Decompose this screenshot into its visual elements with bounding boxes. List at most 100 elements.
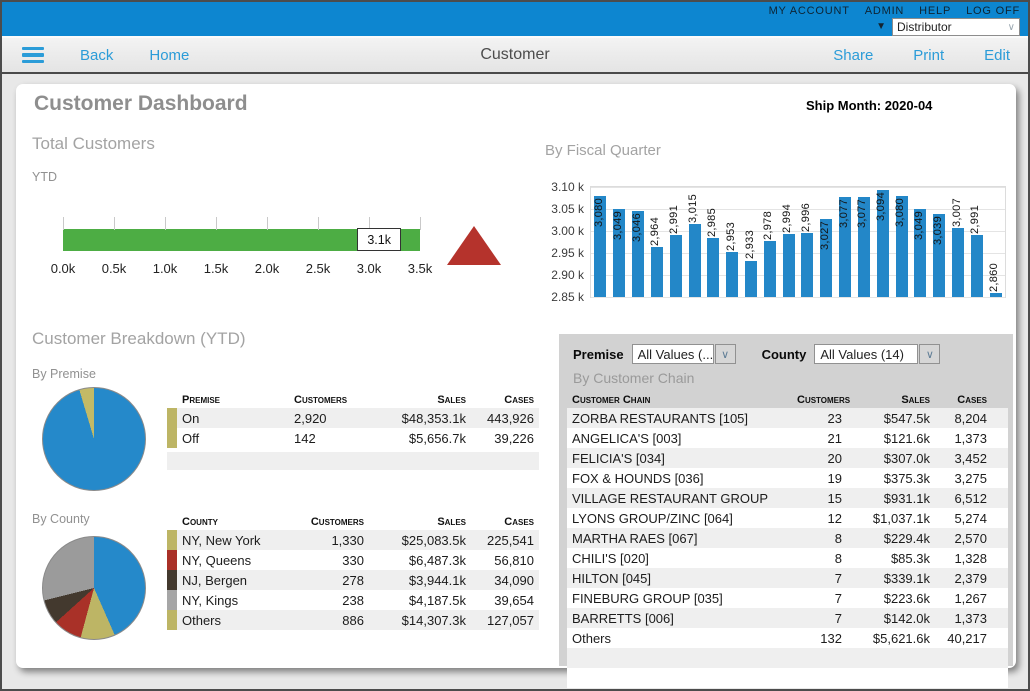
breakdown-heading: Customer Breakdown (YTD) (32, 329, 246, 348)
fq-gridline (591, 231, 1005, 232)
fq-bar[interactable] (632, 210, 644, 297)
total-customers-gauge: 3.1k 0.0k 0.5k 1.0k 1.5k 2.0k 2.5k 3.0k 3.5k (51, 217, 432, 279)
table-cell: 19 (827, 470, 842, 486)
table-cell: NY, Queens (182, 552, 252, 568)
fq-gridline (591, 187, 1005, 188)
county-filter-select[interactable]: All Values (14) (814, 344, 919, 364)
fq-bar[interactable] (745, 260, 757, 297)
fq-bar[interactable] (782, 233, 795, 297)
fq-bar[interactable] (801, 232, 814, 297)
table-row[interactable]: FELICIA'S [034] 20 $307.0k 3,452 (567, 448, 1008, 468)
table-row[interactable]: NJ, Bergen 278 $3,944.1k 34,090 (167, 570, 539, 590)
back-button[interactable]: Back (80, 46, 114, 64)
table-cell: $4,187.5k (408, 592, 466, 608)
table-cell: 8 (834, 550, 842, 566)
table-row[interactable]: On 2,920 $48,353.1k 443,926 (167, 408, 539, 428)
fq-bar[interactable] (933, 213, 946, 297)
table-cell: 1,330 (331, 532, 364, 548)
customer-chain-panel: Premise All Values (... ∨ County All Val… (559, 334, 1013, 688)
table-cell: $339.1k (883, 570, 930, 586)
table-cell: 330 (342, 552, 364, 568)
print-button[interactable]: Print (913, 46, 945, 64)
column-header-customers: Customers (797, 394, 851, 406)
fq-bar[interactable] (895, 195, 908, 297)
premise-filter-dropdown-button[interactable]: ∨ (714, 344, 736, 364)
distributor-select[interactable]: Distributor ∨ (892, 18, 1020, 36)
topbar-link-log-off[interactable]: LOG OFF (966, 5, 1020, 17)
row-color-swatch (167, 570, 177, 590)
fiscal-quarter-chart: 3.10 k 3.05 k 3.00 k 2.95 k 2.90 k 2.85 k 3,08… (551, 180, 1006, 304)
fq-bar[interactable] (650, 246, 663, 297)
fq-bar[interactable] (839, 197, 851, 297)
table-cell: 1,328 (954, 550, 987, 566)
premise-filter-select[interactable]: All Values (... (631, 344, 714, 364)
table-cell: $307.0k (883, 450, 930, 466)
table-cell: $5,621.6k (872, 630, 930, 646)
fq-bar[interactable] (613, 209, 626, 297)
fq-bar[interactable] (688, 224, 701, 297)
table-cell: FOX & HOUNDS [036] (572, 470, 704, 486)
table-cell: $223.6k (883, 590, 930, 606)
fq-y-axis-label: 3.05 k (551, 202, 584, 216)
table-cell: 1,267 (954, 590, 987, 606)
topbar-link-admin[interactable]: ADMIN (864, 5, 905, 17)
table-cell: FINEBURG GROUP [035] (572, 590, 723, 606)
table-row[interactable]: Others 132 $5,621.6k 40,217 (567, 628, 1008, 648)
table-cell: On (182, 410, 200, 426)
table-row[interactable]: NY, Kings 238 $4,187.5k 39,654 (167, 590, 539, 610)
table-row[interactable]: NY, New York 1,330 $25,083.5k 225,541 (167, 530, 539, 550)
nav-bar: Back Home Customer Share Print Edit (2, 36, 1028, 74)
table-row[interactable]: ANGELICA'S [003] 21 $121.6k 1,373 (567, 428, 1008, 448)
home-button[interactable]: Home (149, 46, 190, 64)
fq-bar[interactable] (876, 189, 889, 297)
county-filter-dropdown-button[interactable]: ∨ (919, 344, 941, 364)
menu-icon[interactable] (22, 46, 44, 64)
table-row[interactable]: CHILI'S [020] 8 $85.3k 1,328 (567, 548, 1008, 568)
share-button[interactable]: Share (833, 46, 874, 64)
table-row[interactable]: Others 886 $14,307.3k 127,057 (167, 610, 539, 630)
fq-bar[interactable] (857, 197, 870, 297)
gauge-tick-label: 2.5k (305, 261, 331, 276)
table-cell: 15 (827, 490, 842, 506)
table-row[interactable]: FINEBURG GROUP [035] 7 $223.6k 1,267 (567, 588, 1008, 608)
fq-bar[interactable] (952, 227, 964, 297)
table-row[interactable]: Off 142 $5,656.7k 39,226 (167, 428, 539, 448)
fq-bar[interactable] (970, 235, 983, 297)
table-row[interactable]: HILTON [045] 7 $339.1k 2,379 (567, 568, 1008, 588)
premise-pie-chart[interactable] (42, 387, 146, 491)
table-cell: 2,379 (954, 570, 987, 586)
edit-button[interactable]: Edit (984, 46, 1010, 64)
table-cell: $1,037.1k (872, 510, 930, 526)
table-cell: CHILI'S [020] (572, 550, 649, 566)
table-cell: 443,926 (487, 410, 534, 426)
fq-bar[interactable] (707, 237, 720, 297)
topbar-link-my-account[interactable]: MY ACCOUNT (768, 5, 850, 17)
table-row[interactable]: BARRETTS [006] 7 $142.0k 1,373 (567, 608, 1008, 628)
table-row[interactable]: LYONS GROUP/ZINC [064] 12 $1,037.1k 5,274 (567, 508, 1008, 528)
chevron-down-icon[interactable]: ▼ (876, 21, 886, 32)
table-cell: NY, New York (182, 532, 261, 548)
county-pie-chart[interactable] (42, 536, 146, 640)
row-color-swatch (167, 530, 177, 550)
table-row[interactable]: VILLAGE RESTAURANT GROUP 15 $931.1k 6,512 (567, 488, 1008, 508)
table-row[interactable]: MARTHA RAES [067] 8 $229.4k 2,570 (567, 528, 1008, 548)
topbar-link-help[interactable]: HELP (919, 5, 952, 17)
fq-bar-value-label: 2,964 (649, 216, 662, 246)
fq-bar[interactable] (669, 235, 682, 297)
table-row[interactable]: FOX & HOUNDS [036] 19 $375.3k 3,275 (567, 468, 1008, 488)
ship-month-label: Ship Month: 2020-04 (806, 98, 933, 113)
table-row[interactable]: ZORBA RESTAURANTS [105] 23 $547.5k 8,204 (567, 408, 1008, 428)
fq-bar[interactable] (726, 251, 739, 297)
fq-bar[interactable] (989, 292, 1002, 297)
fq-bar[interactable] (594, 195, 607, 297)
table-row[interactable]: NY, Queens 330 $6,487.3k 56,810 (167, 550, 539, 570)
fq-bar[interactable] (763, 240, 776, 297)
ytd-label: YTD (32, 170, 57, 184)
fq-bar[interactable] (820, 219, 833, 297)
fq-bar[interactable] (914, 209, 927, 297)
fq-bar-value-label: 2,978 (762, 210, 775, 240)
premise-table: Premise Customers Sales Cases On 2,920 $48,353… (167, 390, 539, 470)
table-cell: $3,944.1k (408, 572, 466, 588)
column-header-cases: Cases (504, 516, 534, 528)
fq-bar-value-label: 2,991 (668, 204, 681, 234)
